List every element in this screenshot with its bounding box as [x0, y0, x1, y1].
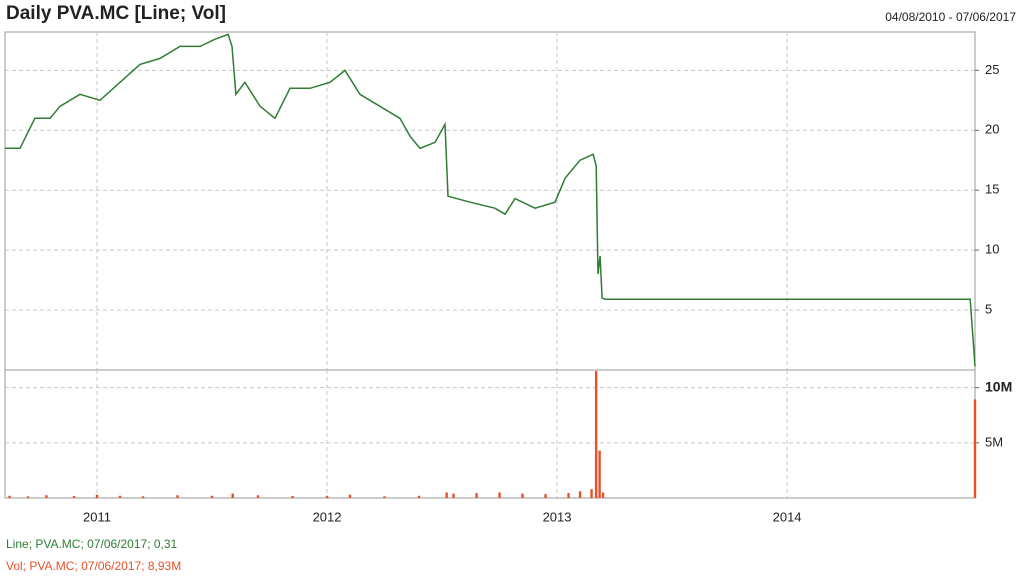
volume-bar [210, 495, 214, 498]
volume-bar [598, 450, 601, 498]
y-tick-label: 5M [985, 434, 1003, 449]
volume-bar [141, 496, 145, 498]
volume-bar [544, 494, 547, 498]
y-tick-label: 10M [985, 378, 1012, 394]
price-line [5, 33, 976, 367]
y-tick-label: 10 [985, 242, 999, 257]
volume-bar [325, 495, 329, 498]
volume-bar [498, 492, 501, 498]
volume-bar [118, 495, 122, 498]
volume-bar [45, 495, 48, 498]
volume-bar [578, 491, 582, 498]
legend-entry: Line; PVA.MC; 07/06/2017; 0,31 [6, 537, 178, 551]
volume-bar [452, 493, 455, 498]
volume-bar [601, 492, 605, 498]
volume-bar [973, 399, 977, 498]
volume-bar [475, 493, 478, 498]
x-tick-label: 2014 [773, 509, 802, 524]
y-tick-label: 15 [985, 182, 999, 197]
y-tick-label: 25 [985, 62, 999, 77]
x-tick-label: 2013 [543, 509, 572, 524]
volume-bar [521, 493, 524, 498]
chart-title: Daily PVA.MC [Line; Vol] [6, 3, 226, 24]
y-tick-label: 5 [985, 302, 992, 317]
volume-bar [348, 494, 352, 498]
volume-bar [72, 496, 76, 498]
legend-entry: Vol; PVA.MC; 07/06/2017; 8,93M [6, 559, 181, 573]
volume-bar [26, 496, 30, 498]
volume-bar [383, 496, 386, 498]
volume-bar [594, 371, 598, 498]
volume-bar [176, 495, 179, 498]
volume-bar [256, 495, 260, 498]
volume-bar [567, 493, 570, 498]
x-tick-label: 2011 [83, 509, 111, 524]
y-tick-label: 20 [985, 122, 999, 137]
volume-bar [590, 489, 593, 498]
volume-bar [8, 495, 11, 498]
volume-bar [417, 495, 421, 498]
volume-bar [95, 494, 99, 498]
volume-bar [445, 492, 448, 498]
volume-bar [291, 496, 294, 498]
date-range: 04/08/2010 - 07/06/2017 [885, 10, 1016, 24]
volume-bar [231, 493, 234, 498]
x-tick-label: 2012 [313, 509, 342, 524]
